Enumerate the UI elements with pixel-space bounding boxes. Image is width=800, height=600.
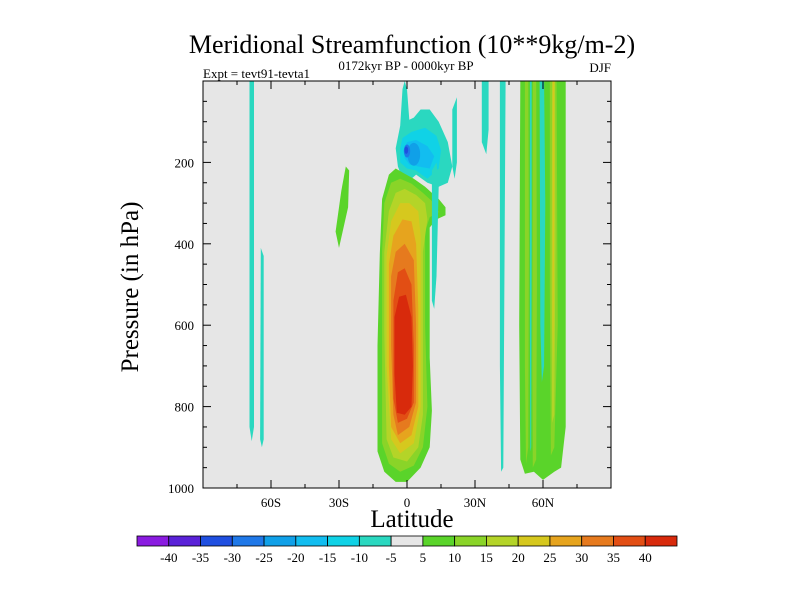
colorbar-swatch bbox=[295, 535, 328, 547]
colorbar-label: 10 bbox=[448, 550, 461, 565]
colorbar: -40 -35 -30 -25 -20 -15 -10 -5 5 10 15 20 25 30 35 40 bbox=[136, 535, 678, 565]
axis-ticks: 60S 30S 0 30N 60N 200 400 600 800 1000 bbox=[168, 81, 611, 510]
colorbar-label: 40 bbox=[639, 550, 652, 565]
colorbar-label: -35 bbox=[192, 550, 209, 565]
contour-neg-band-20n bbox=[452, 97, 457, 179]
x-tick-label: 30N bbox=[464, 495, 487, 510]
x-tick-label: 60N bbox=[532, 495, 555, 510]
chart-title: Meridional Streamfunction (10**9kg/m-2) bbox=[189, 30, 635, 59]
contour-neg-strip-54n bbox=[529, 81, 532, 452]
colorbar-swatch bbox=[263, 535, 297, 547]
colorbar-label: 15 bbox=[480, 550, 493, 565]
y-tick-label: 200 bbox=[175, 155, 195, 170]
contour-pos-nh-c2-a bbox=[524, 81, 529, 464]
colorbar-label: -40 bbox=[160, 550, 177, 565]
contour-neg-strip-sh bbox=[249, 81, 254, 442]
contour-fields bbox=[249, 81, 566, 482]
contour-neg-strip-42n bbox=[499, 81, 506, 472]
colorbar-label: 25 bbox=[543, 550, 556, 565]
contour-neg-upper-core bbox=[404, 146, 409, 154]
contour-pos-nh-c4 bbox=[552, 81, 555, 366]
colorbar-swatch bbox=[486, 535, 519, 547]
colorbar-label: 20 bbox=[512, 550, 525, 565]
x-tick-label: 0 bbox=[404, 495, 411, 510]
contour-neg-upper-c4 bbox=[407, 142, 421, 166]
y-tick-label: 800 bbox=[175, 400, 195, 415]
y-tick-label: 1000 bbox=[168, 481, 194, 496]
contour-neg-strip-sh-2 bbox=[260, 247, 264, 448]
colorbar-swatch bbox=[231, 535, 265, 547]
colorbar-label: -15 bbox=[319, 550, 336, 565]
right-subtitle: DJF bbox=[589, 60, 611, 75]
colorbar-swatch bbox=[390, 535, 424, 547]
y-axis-label: Pressure (in hPa) bbox=[117, 202, 144, 373]
colorbar-swatch bbox=[136, 535, 170, 547]
colorbar-swatch bbox=[613, 535, 646, 547]
x-tick-label: 60S bbox=[261, 495, 281, 510]
contour-neg-strip-59n bbox=[539, 81, 546, 383]
colorbar-label: -30 bbox=[224, 550, 241, 565]
center-subtitle: 0172kyr BP - 0000kyr BP bbox=[338, 58, 473, 73]
y-tick-label: 400 bbox=[175, 237, 195, 252]
colorbar-label: 30 bbox=[575, 550, 588, 565]
colorbar-swatch bbox=[581, 535, 614, 547]
contour-pos-patch-30s bbox=[335, 166, 350, 248]
colorbar-swatch bbox=[644, 535, 678, 547]
colorbar-swatch bbox=[358, 535, 392, 547]
contour-neg-strip-34n bbox=[481, 81, 489, 155]
contour-pos-hadley-8 bbox=[394, 294, 413, 415]
colorbar-swatch bbox=[454, 535, 487, 547]
colorbar-label: 35 bbox=[607, 550, 620, 565]
contour-pos-nh-c2-b bbox=[532, 81, 537, 468]
colorbar-label: -10 bbox=[351, 550, 368, 565]
colorbar-label: -25 bbox=[255, 550, 272, 565]
colorbar-swatch bbox=[327, 535, 360, 547]
colorbar-label: -20 bbox=[287, 550, 304, 565]
colorbar-label: 5 bbox=[420, 550, 427, 565]
x-tick-label: 30S bbox=[329, 495, 349, 510]
colorbar-label: -5 bbox=[386, 550, 397, 565]
contour-neg-band-12n bbox=[431, 162, 439, 309]
colorbar-swatch bbox=[200, 535, 233, 547]
colorbar-swatch bbox=[168, 535, 201, 547]
colorbar-swatch bbox=[422, 535, 456, 547]
y-tick-label: 600 bbox=[175, 318, 195, 333]
colorbar-swatch bbox=[549, 535, 583, 547]
x-axis-label: Latitude bbox=[370, 506, 453, 533]
colorbar-swatch bbox=[517, 535, 551, 547]
left-subtitle: Expt = tevt91-tevta1 bbox=[203, 66, 310, 81]
